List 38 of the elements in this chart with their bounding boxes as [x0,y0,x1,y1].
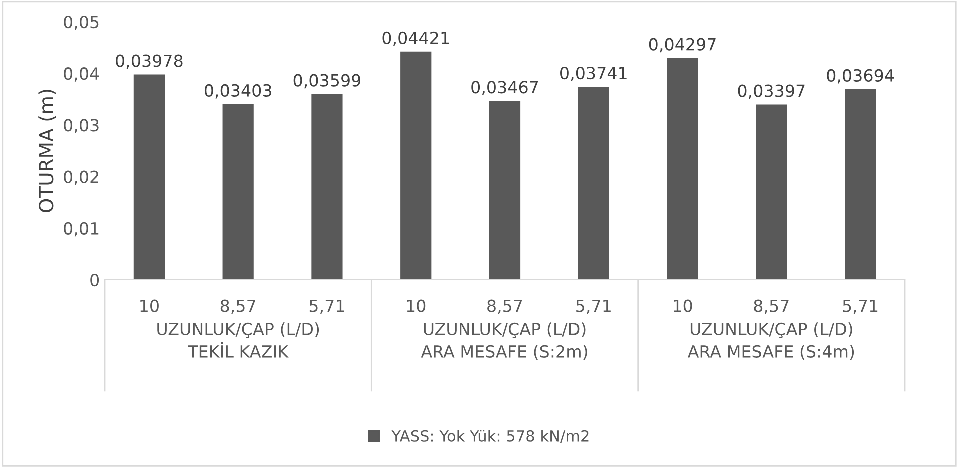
data-label: 0,04421 [382,32,450,46]
y-tick-label: 0,01 [64,222,99,237]
x-tick-label: 8,57 [488,300,522,314]
y-tick-label: 0,05 [64,16,99,30]
y-tick-label: 0,04 [64,68,100,82]
bar [134,74,165,280]
y-tick-label: 0 [90,274,100,287]
bar [667,58,698,280]
x-tick-label: 8,57 [220,300,256,314]
bar [400,52,432,280]
bar [578,86,610,280]
text: UZUNLUK/ÇAP (L/D) ARA MESAFE (S:2m) [421,322,588,360]
data-label: 0,03467 [472,81,538,96]
bar [489,101,521,280]
text: UZUNLUK/ÇAP (L/D) TEKİL KAZIK [158,322,320,358]
x-tick-label: 10 [674,300,692,312]
data-label: 0,03978 [116,54,183,70]
x-tick-label: 5,71 [843,300,878,314]
x-tick-label: 10 [140,300,159,312]
bar [312,94,343,280]
bar [222,104,254,280]
data-label: 0,03741 [560,66,627,82]
x-tick-label: 8,57 [754,300,789,314]
x-tick-label: 5,71 [576,300,611,314]
bar [756,104,788,280]
data-label: 0,03403 [204,84,272,99]
y-tick-label: 0,03 [64,119,99,134]
x-tick-label: 5,71 [310,300,344,314]
x-tick-label: 10 [407,300,426,312]
data-label: 0,04297 [649,38,716,53]
bar [845,89,876,280]
y-tick-label: 0,02 [64,170,98,186]
text: UZUNLUK/ÇAP (L/D) ARA MESAFE (S:4m) [688,322,854,360]
data-label: 0,03694 [827,69,894,84]
y-axis-title: OTURMA (m) [38,90,56,213]
data-label: 0,03397 [738,84,805,100]
legend-label: YASS: Yok Yük: 578 kN/m2 [392,430,589,444]
data-label: 0,03599 [294,74,361,89]
